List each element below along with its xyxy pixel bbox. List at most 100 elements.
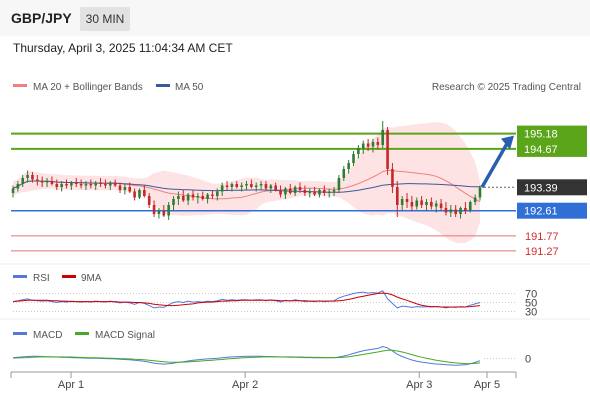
candle-body [352,154,355,163]
candle-body [177,196,180,199]
candle-body [250,184,253,187]
candle-body [108,182,112,186]
resistance-tag [517,125,587,142]
candle-body [449,209,453,213]
candle-body [128,187,132,192]
candle-body [94,182,97,186]
candle-body [211,194,214,196]
candle-body [216,191,219,196]
candle-body [235,184,239,187]
candle-body [186,194,190,201]
candle-body [391,169,394,187]
candle-body [143,190,146,196]
symbol-title: GBP/JPY [11,10,72,26]
candle-body [293,187,297,193]
rsi-legend-swatch [13,275,27,278]
candle-body [430,202,433,207]
candle-body [468,202,472,211]
candle-body [113,182,117,186]
resistance-tag [517,140,587,157]
timeframe-button[interactable]: 30 MIN [80,7,130,31]
candle-body [342,169,346,178]
candle-body [313,191,316,195]
pivot-label: 192.61 [524,206,558,218]
candle-body [55,184,59,187]
macd-legend-label: MACD [33,330,62,341]
candle-body [104,184,107,186]
x-tick-label: Apr 3 [406,379,432,391]
candle-body [118,185,122,190]
candle-body [36,179,39,181]
ma50-legend-label: MA 50 [175,82,204,93]
rsi-legend: RSI 9MA [13,273,102,284]
candle-body [298,187,302,190]
macd-tick-label: 0 [525,354,531,366]
candle-body [318,190,321,195]
candle-body [434,203,438,207]
candle-body [45,181,49,183]
candle-body [405,199,409,202]
current-price-label: 193.39 [524,182,558,194]
credit-label: Research © 2025 Trading Central [432,82,581,93]
candle-body [439,203,443,208]
rsi-ma-line [12,292,481,308]
candle-body [254,185,258,187]
macd-signal-legend-swatch [75,332,89,335]
rsi-ma-legend-label: 9MA [81,273,102,284]
candle-body [201,196,205,199]
candle-body [264,184,268,189]
candle-body [386,130,389,169]
macd-signal-line [12,349,481,365]
candle-body [167,205,170,216]
price-legend: MA 20 + Bollinger Bands MA 50 Research ©… [13,82,581,93]
candle-body [181,196,185,201]
rsi-tick-label: 50 [525,298,537,310]
candle-body [420,200,423,205]
candle-body [74,182,78,184]
candle-body [371,142,375,147]
candle-body [162,211,166,216]
candle-body [259,184,263,186]
resistance-label: 194.67 [524,144,558,156]
candle-body [99,182,102,184]
candle-body [323,190,326,193]
header-bar: GBP/JPY 30 MIN [0,0,590,36]
candle-body [381,130,385,145]
candle-body [347,163,350,169]
candle-body [425,202,428,205]
candle-body [473,197,477,202]
candle-body [31,175,34,180]
forecast-arrowhead [501,135,514,150]
macd-signal-legend-label: MACD Signal [95,330,155,341]
candle-body [284,188,287,195]
candle-body [196,196,200,198]
candle-body [220,185,224,192]
resistance-label: 195.18 [524,129,558,141]
ma20-legend-swatch [13,84,27,87]
macd-legend: MACD MACD Signal [13,330,155,341]
support-label: 191.77 [525,231,559,243]
ma50-legend-swatch [156,84,170,87]
x-tick-label: Apr 2 [232,379,258,391]
candle-body [60,184,63,187]
timestamp: Thursday, April 3, 2025 11:04:34 AM CET [13,41,233,55]
candle-body [172,199,175,205]
candle-body [366,143,370,147]
candle-body [454,209,457,214]
candle-body [396,187,399,205]
candle-body [478,187,482,198]
candle-body [444,208,448,213]
rsi-ma-legend-swatch [62,275,76,278]
candle-body [152,205,156,214]
candle-body [191,194,195,198]
forecast-arrow [480,142,509,189]
candle-body [50,181,54,184]
candle-body [230,184,234,187]
candle-body [327,191,331,193]
candle-body [357,148,360,154]
candle-body [138,190,141,198]
candle-body [225,185,229,187]
candle-body [279,190,282,195]
candle-body [40,181,44,183]
